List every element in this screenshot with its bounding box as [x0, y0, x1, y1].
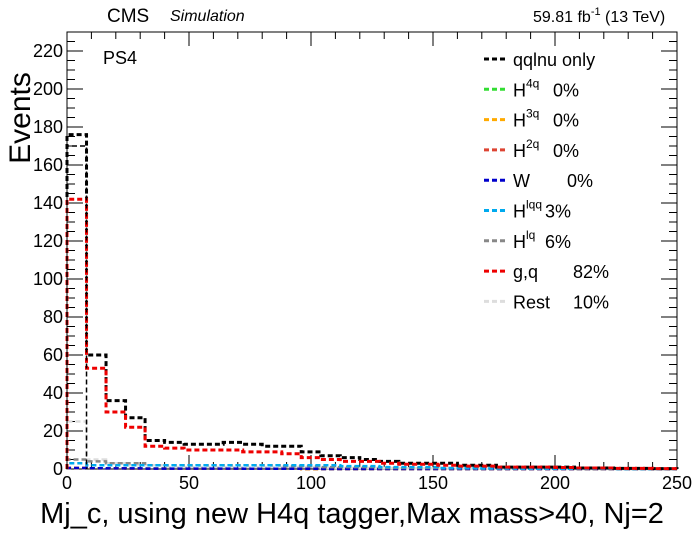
y-tick-label: 180: [33, 117, 63, 137]
lumi-label: 59.81 fb-1 (13 TeV): [533, 6, 665, 26]
x-axis-title: Mj_c, using new H4q tagger,Max mass>40, …: [40, 498, 664, 530]
y-tick-label: 120: [33, 231, 63, 251]
legend-entry-Rest: Rest 10%: [513, 292, 609, 312]
y-tick-label: 140: [33, 193, 63, 213]
x-tick-label: 200: [540, 473, 570, 493]
y-tick-label: 40: [43, 383, 63, 403]
legend-entry-gq: g,q 82%: [513, 262, 609, 282]
legend-entry-W: W 0%: [513, 171, 593, 191]
simulation-label: Simulation: [170, 8, 245, 25]
series-layer: [65, 133, 679, 471]
legend: qqlnu only H4q 0% H3q 0% H2q 0% W 0% Hlqq 3% Hlq 6% g…: [484, 50, 609, 312]
x-tick-label: 50: [179, 473, 199, 493]
legend-entry-H4q: H4q 0%: [513, 76, 579, 100]
legend-entry-Hlqq: Hlqq 3%: [513, 198, 571, 222]
series-qqlnu_inner: [66, 145, 88, 469]
y-tick-label: 80: [43, 307, 63, 327]
series-gq: [65, 197, 679, 471]
legend-entry-H3q: H3q 0%: [513, 107, 579, 131]
y-tick-label: 0: [53, 459, 63, 479]
y-tick-label: 100: [33, 269, 63, 289]
y-tick-label: 200: [33, 79, 63, 99]
x-tick-label: 250: [662, 473, 692, 493]
y-tick-label: 20: [43, 421, 63, 441]
y-tick-label: 160: [33, 155, 63, 175]
y-axis-title: Events: [4, 72, 37, 164]
legend-entry-qqlnu: qqlnu only: [513, 50, 595, 70]
x-tick-label: 150: [418, 473, 448, 493]
cms-label: CMS: [107, 6, 149, 27]
legend-entry-Hlq: Hlq 6%: [513, 228, 571, 252]
y-axis: 0 20 40 60 80 100 120 140 160 180 200 220: [33, 31, 677, 479]
y-tick-label: 220: [33, 41, 63, 61]
y-tick-label: 60: [43, 345, 63, 365]
x-tick-label: 0: [62, 473, 72, 493]
region-label: PS4: [103, 48, 137, 68]
plot-frame: [66, 31, 678, 470]
legend-entry-H2q: H2q 0%: [513, 137, 579, 161]
x-tick-label: 100: [296, 473, 326, 493]
